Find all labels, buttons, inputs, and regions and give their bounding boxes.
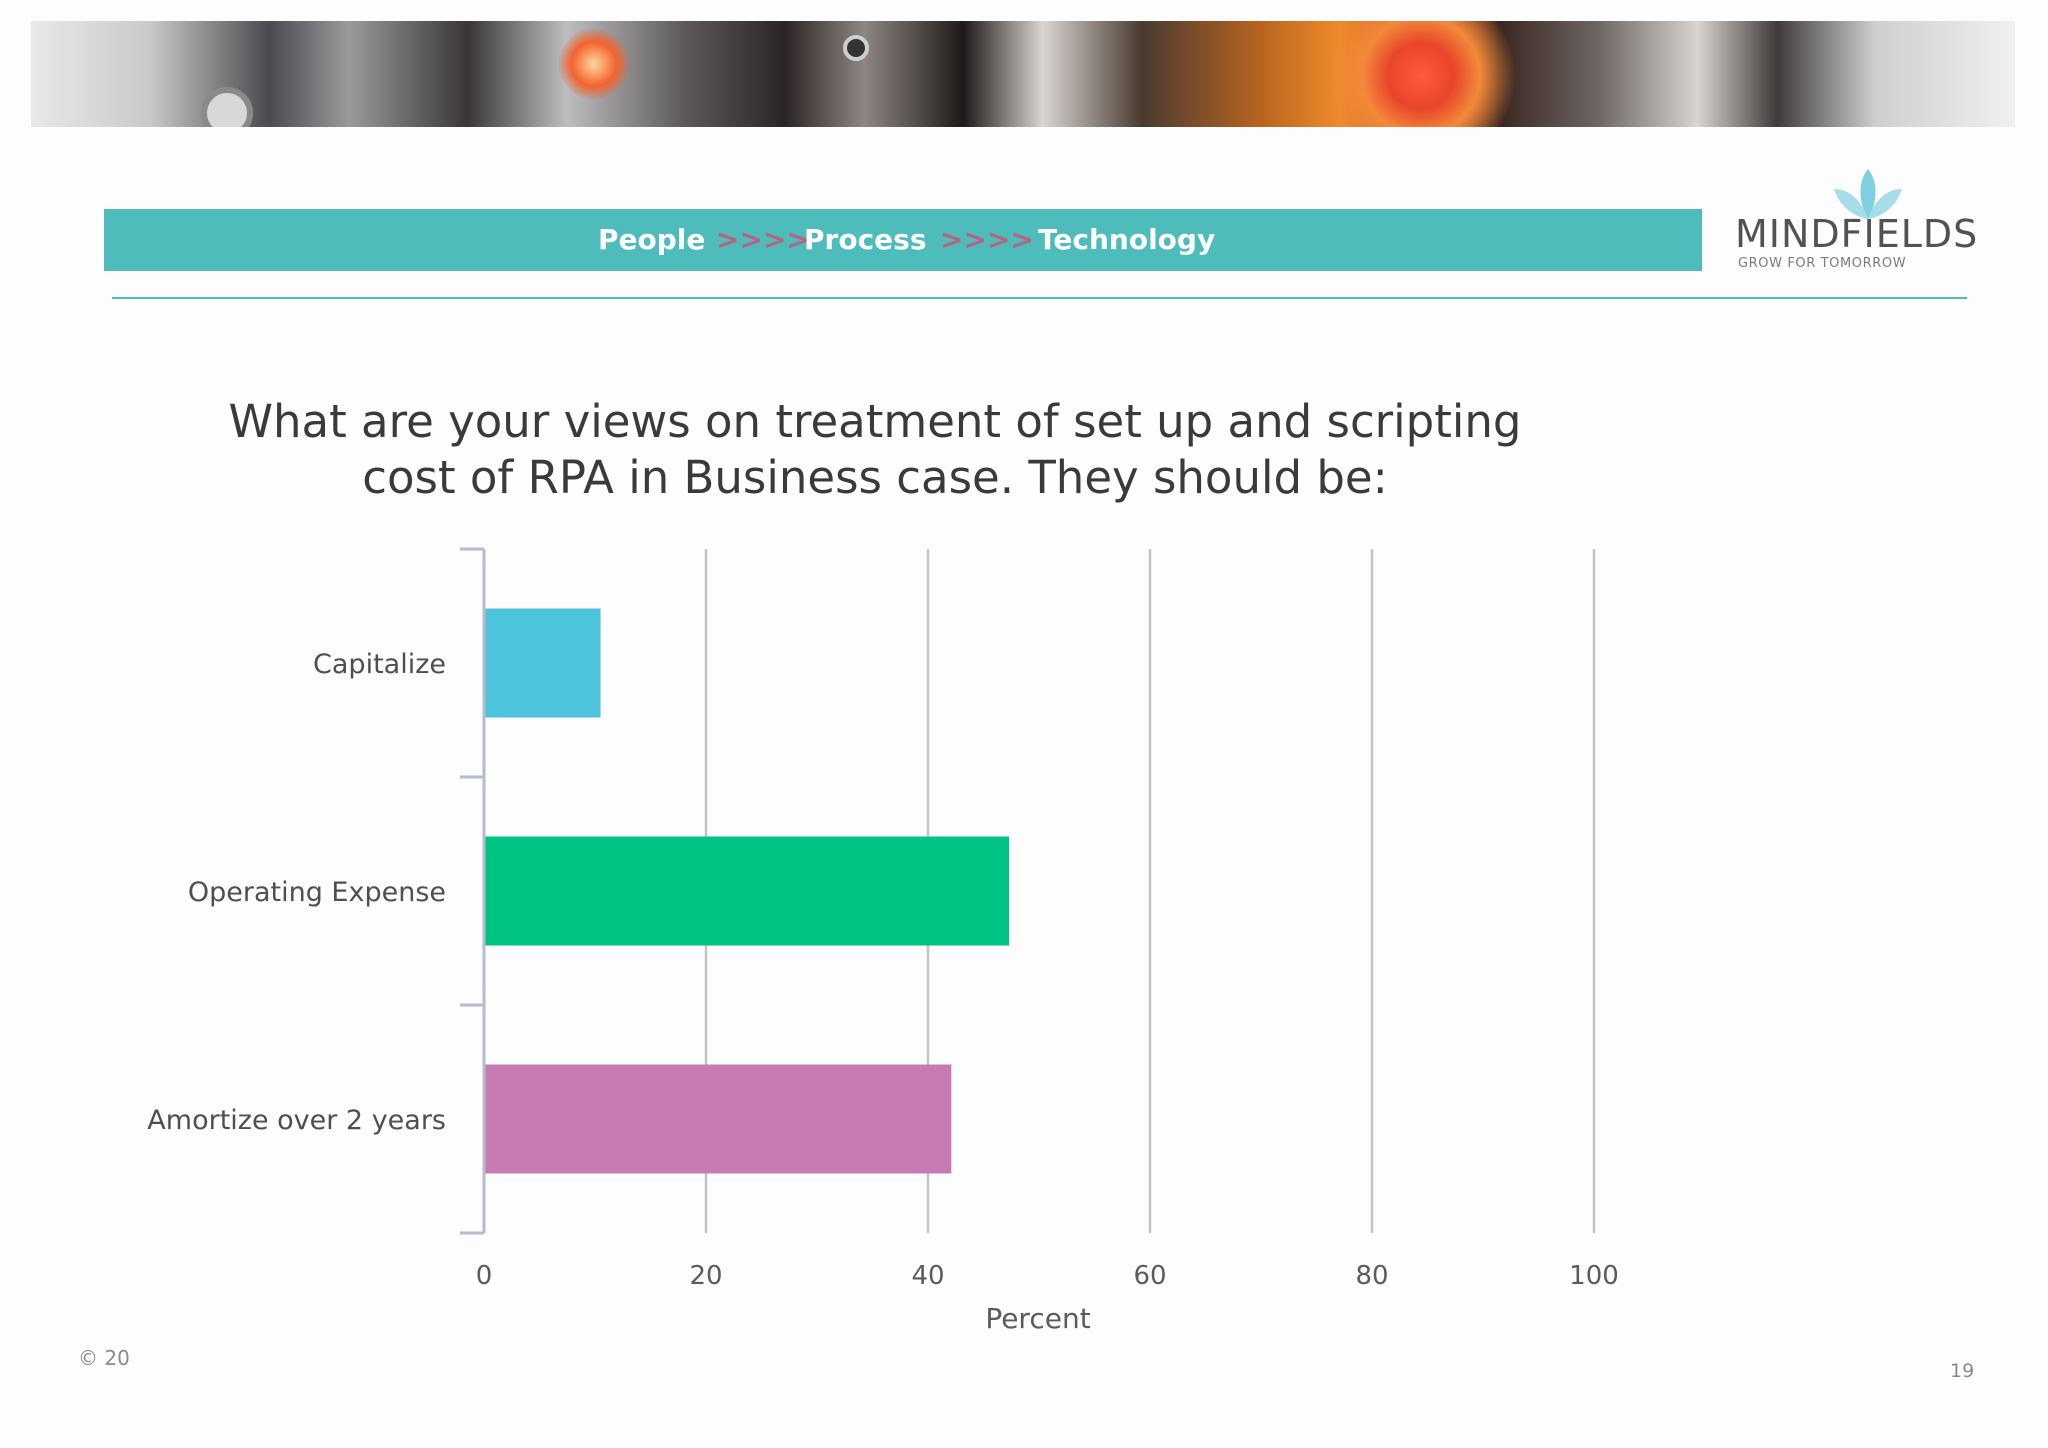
chart-labels: 0 20 40 60 80 100 Capitalize Operating Expense A… [147,649,1619,1335]
ribbon-technology: Technology [1038,223,1216,256]
logo-wordmark: MINDFIELDS [1735,212,1979,256]
header-divider [112,297,1967,299]
ribbon-people: People [598,223,706,256]
x-axis-label: Percent [985,1302,1090,1335]
ribbon-arrow-2: >>>> [940,223,1034,256]
chart-title: What are your views on treatment of set … [170,394,1580,506]
category-label-1: Operating Expense [188,877,446,908]
lotus-logo-icon [1834,169,1902,219]
tagline-ribbon: People >>>> Process >>>> Technology [104,209,1702,271]
banner-light-right [1321,21,1521,127]
category-label-0: Capitalize [313,649,446,680]
ribbon-process: Process [804,223,927,256]
x-tick-label-80: 80 [1355,1261,1388,1291]
logo-tagline: GROW FOR TOMORROW [1738,256,1907,271]
banner-gear-left [201,87,253,127]
header-banner-image [31,21,2015,127]
chart-bars [484,608,1010,1174]
x-tick-label-60: 60 [1133,1261,1166,1291]
chart-title-line-2: cost of RPA in Business case. They shoul… [362,451,1388,504]
chart-axes [460,547,486,1235]
banner-bolt [843,35,869,61]
x-tick-label-100: 100 [1569,1261,1619,1291]
x-tick-label-20: 20 [689,1261,722,1291]
banner-light-left [559,29,629,99]
x-tick-label-40: 40 [911,1261,944,1291]
bar-0 [484,608,601,718]
copyright-text: © 20 [78,1346,130,1370]
ribbon-arrow-1: >>>> [716,223,810,256]
category-label-2: Amortize over 2 years [147,1105,446,1136]
bar-1 [484,836,1010,946]
chart-title-line-1: What are your views on treatment of set … [228,395,1522,448]
bar-2 [484,1064,952,1174]
page-number: 19 [1950,1360,1975,1382]
x-tick-label-0: 0 [476,1261,493,1291]
